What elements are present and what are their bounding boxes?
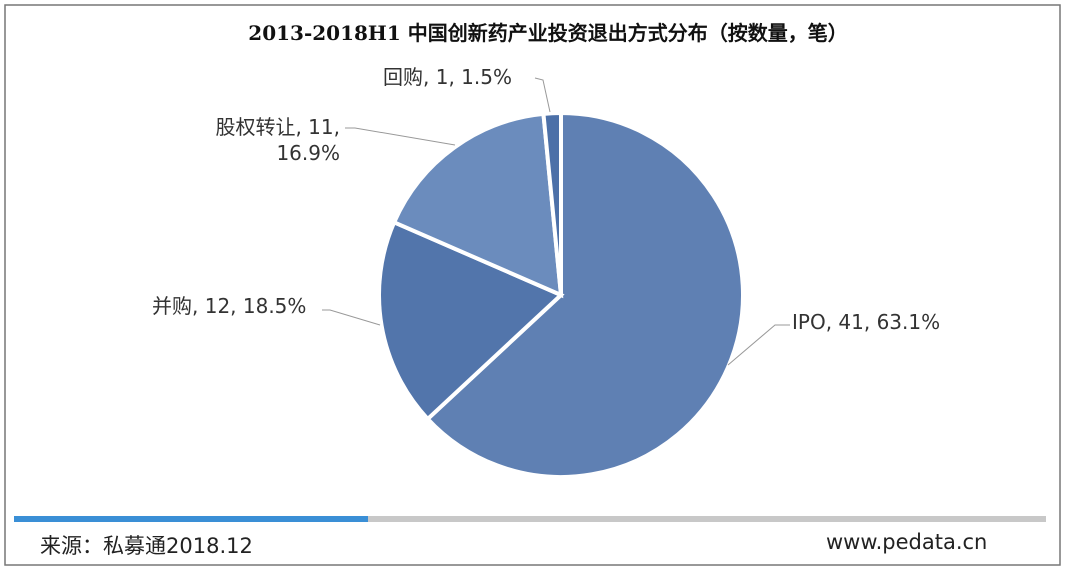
- data-label: IPO, 41, 63.1%: [792, 310, 941, 334]
- source: 来源：私募通2018.12: [40, 534, 253, 558]
- leaders: [322, 77, 790, 366]
- data-label: 回购, 1, 1.5%: [383, 65, 512, 89]
- leader-line: [322, 309, 381, 326]
- website: www.pedata.cn: [826, 530, 988, 554]
- frame: [4, 4, 1061, 566]
- pie-slice: [377, 219, 565, 422]
- leader-line: [345, 127, 456, 146]
- bar-track: [14, 516, 1046, 522]
- bar-progress: [14, 516, 368, 522]
- pie-slice: [391, 111, 564, 299]
- leader-line: [727, 324, 790, 366]
- pie-slice: [541, 110, 563, 296]
- pie: [377, 110, 745, 479]
- data-label: 股权转让, 11, 16.9%: [215, 115, 340, 165]
- chart-title: 2013-2018H1 中国创新药产业投资退出方式分布（按数量，笔）: [248, 21, 847, 45]
- pie-slice: [424, 110, 745, 479]
- data-label: 并购, 12, 18.5%: [152, 294, 307, 318]
- leader-line: [534, 77, 551, 113]
